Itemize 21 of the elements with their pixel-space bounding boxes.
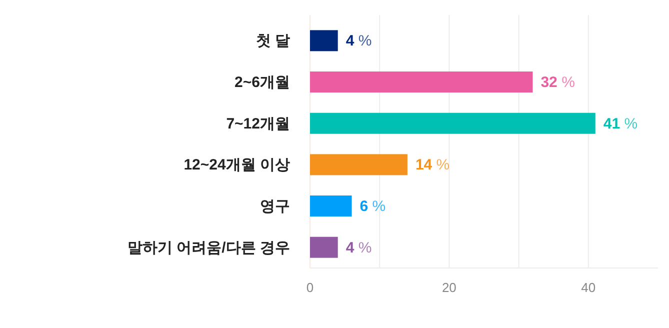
bar bbox=[310, 196, 352, 216]
y-tick-label: 첫 달 bbox=[256, 32, 290, 50]
x-tick-label: 0 bbox=[306, 280, 314, 295]
data-label: 32 % bbox=[540, 74, 575, 91]
bar bbox=[310, 30, 338, 52]
bar bbox=[310, 112, 596, 134]
data-label: 6 % bbox=[360, 198, 386, 215]
y-tick-label: 영구 bbox=[260, 198, 290, 215]
y-tick-label: 말하기 어려움/다른 경우 bbox=[127, 239, 290, 256]
x-tick-label: 20 bbox=[442, 280, 456, 295]
data-label: 4 % bbox=[346, 239, 372, 256]
bar bbox=[310, 236, 338, 258]
x-tick-label: 40 bbox=[581, 280, 596, 295]
y-tick-label: 12~24개월 이상 bbox=[184, 156, 290, 174]
y-tick-label: 2~6개월 bbox=[234, 74, 290, 91]
data-label: 4 % bbox=[346, 32, 372, 50]
data-label: 14 % bbox=[415, 156, 450, 174]
bar bbox=[310, 154, 408, 176]
data-label: 41 % bbox=[603, 115, 638, 132]
y-tick-label: 7~12개월 bbox=[226, 115, 290, 132]
bar bbox=[310, 72, 533, 92]
